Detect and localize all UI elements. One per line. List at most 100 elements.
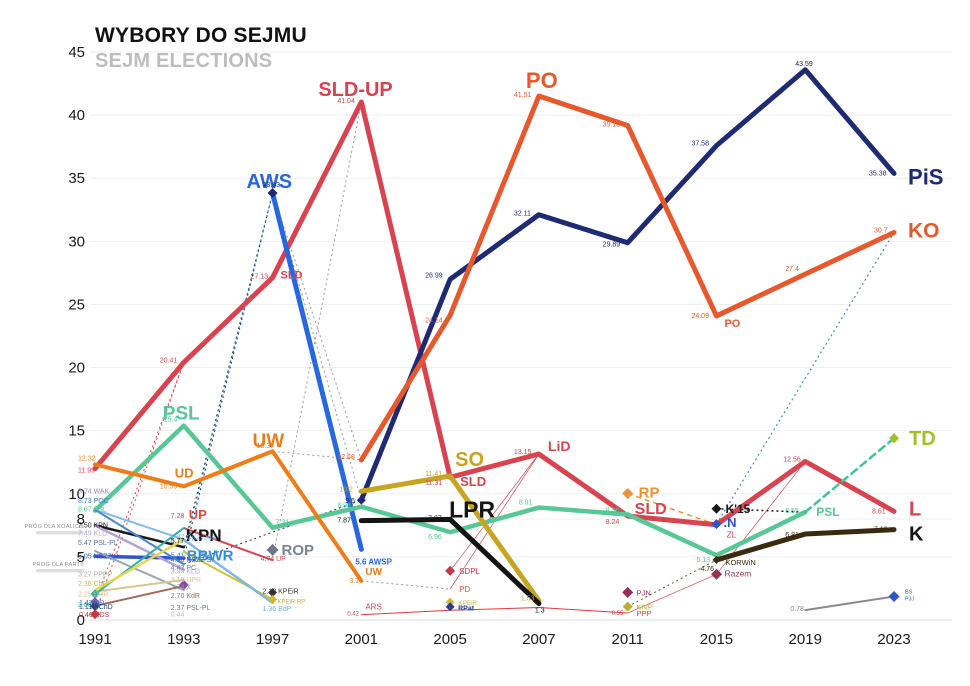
chart-label-6-81: 6.81 bbox=[785, 532, 799, 539]
y-tick-40: 40 bbox=[68, 107, 85, 124]
chart-label-6-96: 6.96 bbox=[428, 534, 442, 541]
y-tick-0: 0 bbox=[77, 612, 85, 629]
chart-label-3-99-kld: 3.99 KLD bbox=[171, 569, 200, 576]
connector-6 bbox=[272, 192, 362, 501]
chart-label-uw: UW bbox=[253, 431, 285, 452]
connector-5 bbox=[272, 192, 362, 461]
chart-label-5-13: 5.13 bbox=[696, 557, 710, 564]
chart-label-psl: PSL bbox=[163, 404, 200, 425]
chart-label-pjn: PJN bbox=[637, 588, 651, 597]
marker-td bbox=[889, 433, 900, 444]
chart-label-4-90-nszz-s: 4.90 NSZZ S bbox=[171, 557, 212, 564]
marker-korwin bbox=[712, 555, 721, 564]
chart-label-10-59: 10.59 bbox=[160, 483, 178, 490]
chart-label-43-59: 43.59 bbox=[795, 61, 813, 68]
chart-label-39-18: 39.18 bbox=[603, 121, 621, 128]
chart-label-27-4: 27.4 bbox=[785, 266, 799, 273]
connector-12 bbox=[627, 559, 717, 608]
chart-label-7-31: 7.31 bbox=[276, 520, 290, 527]
chart-label-ars: ARS bbox=[365, 603, 381, 612]
connector-16 bbox=[715, 232, 895, 525]
chart-label-5-05-nszz-s: 5.05 NSZZ S bbox=[78, 553, 119, 560]
line-ojczyzna-bdp bbox=[182, 538, 274, 605]
chart-label-pis: PiS bbox=[908, 164, 943, 189]
chart-label-9-5: 9.5 bbox=[345, 498, 355, 505]
chart-label-37-58: 37.58 bbox=[691, 141, 709, 148]
chart-label-pd: PD bbox=[459, 585, 470, 594]
line-konfederacja bbox=[713, 527, 897, 563]
marker-razem bbox=[710, 568, 722, 580]
chart-label-l: L bbox=[909, 498, 921, 520]
y-tick-8: 8 bbox=[77, 511, 85, 528]
chart-label-7-28: 7.28 bbox=[171, 513, 185, 520]
x-tick-2001: 2001 bbox=[345, 631, 378, 648]
chart-label-psl: PSL bbox=[816, 505, 839, 519]
line-psl bbox=[92, 423, 808, 558]
chart-label-13-37: 13.37 bbox=[257, 443, 275, 450]
x-tick-2007: 2007 bbox=[522, 631, 555, 648]
chart-label-bbwr: BBWR bbox=[187, 548, 234, 565]
chart-label-ppp: PPP bbox=[637, 609, 652, 618]
connector-2 bbox=[183, 192, 274, 552]
chart-label-7-97: 7.97 bbox=[428, 515, 442, 522]
line-kld bbox=[93, 524, 186, 571]
x-tick-1997: 1997 bbox=[256, 631, 289, 648]
chart-label-8-74-wak: 8.74 WAK bbox=[78, 489, 110, 496]
chart-label-2-25-upr: 2.25 UPR bbox=[78, 592, 108, 599]
chart-label-5-77: 5.77 bbox=[171, 538, 185, 545]
y-tick-20: 20 bbox=[68, 360, 85, 377]
chart-label-10-2: 10.2 bbox=[339, 486, 353, 493]
marker-pchd bbox=[90, 600, 100, 611]
chart-label-11-31: 11.31 bbox=[425, 480, 442, 487]
chart-label-kpeir-rp: KPEiR RP bbox=[278, 599, 306, 605]
chart-label-8-98: 8.98 bbox=[337, 503, 351, 510]
chart-label-up: UP bbox=[189, 507, 207, 522]
chart-label-12-32: 12.32 bbox=[78, 455, 96, 462]
chart-label-30-7: 30.7 bbox=[874, 227, 888, 234]
marker-bs-2023 bbox=[888, 591, 900, 603]
connector-3 bbox=[183, 499, 362, 565]
chart-label-6-37-ojczyzna: 6.37 Ojczyzna bbox=[171, 535, 215, 542]
chart-label-lid: LiD bbox=[548, 438, 571, 454]
chart-label-1-36-bdp: 1.36 BdP bbox=[263, 606, 292, 613]
chart-label-zl: ZL bbox=[726, 530, 736, 540]
chart-label-rpat: RPat bbox=[458, 606, 475, 613]
chart-label-korwin: KORWiN bbox=[725, 558, 755, 567]
chart-label-kpn: KPN bbox=[186, 526, 222, 545]
chart-label-lpr: LPR bbox=[449, 496, 495, 522]
chart-label-3-1: 3.1 bbox=[349, 578, 359, 585]
chart-label-2-37-psl-pl: 2.37 PSL-PL bbox=[171, 605, 211, 612]
chart-label-k-15: K'15 bbox=[725, 502, 750, 516]
chart-label-7-50-kpn: 7.50 KPN bbox=[78, 522, 108, 529]
chart-label-td: TD bbox=[909, 428, 936, 450]
line-upr bbox=[94, 578, 185, 593]
x-tick-1993: 1993 bbox=[167, 631, 200, 648]
chart-label-4-42-pc: 4.42 PC bbox=[171, 565, 196, 572]
line-poc-pc bbox=[94, 508, 185, 566]
chart-label-35-38: 35.38 bbox=[869, 170, 887, 177]
connector-11 bbox=[627, 492, 717, 526]
y-tick-35: 35 bbox=[68, 170, 85, 187]
line-aws bbox=[270, 190, 364, 552]
chart-label-2-18-kpeir: 2.18 KPEiR bbox=[263, 588, 299, 595]
chart-label-knp: KNP bbox=[637, 603, 652, 612]
line-ppp bbox=[360, 607, 629, 616]
chart-label-sld-up: SLD-UP bbox=[318, 79, 392, 101]
chart-label-41-51: 41.51 bbox=[514, 92, 532, 99]
chart-label-3-27-pppp: 3.27 PPPP bbox=[78, 572, 113, 579]
y-tick-45: 45 bbox=[68, 44, 85, 61]
connector-9 bbox=[449, 453, 540, 572]
chart-label-bs: BS bbox=[905, 590, 913, 596]
marker-rop bbox=[266, 543, 279, 556]
chart-label-15-4: 15.4 bbox=[164, 417, 178, 424]
x-tick-2015: 2015 bbox=[700, 631, 733, 648]
chart-label--n: .N bbox=[723, 515, 736, 530]
line-wak-ojczyzna bbox=[94, 508, 185, 541]
chart-label-24-14: 24.14 bbox=[425, 317, 443, 324]
connector-0 bbox=[183, 192, 274, 559]
chart-label-rp: RP bbox=[639, 485, 660, 502]
marker-kukiz15 bbox=[711, 503, 722, 514]
chart-label-2-06-sp: 2.06 SP bbox=[78, 602, 103, 609]
